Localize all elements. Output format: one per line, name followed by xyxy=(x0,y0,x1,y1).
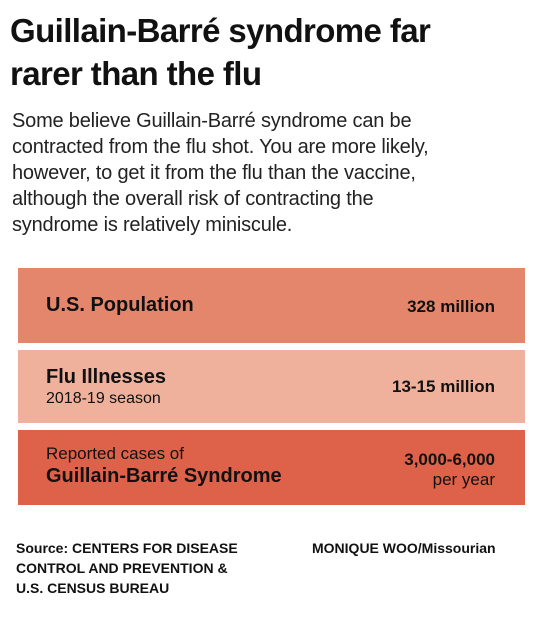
row-box: Reported cases of Guillain-Barré Syndrom… xyxy=(18,430,525,505)
title-line: rarer than the flu xyxy=(10,55,262,92)
row-value-sub: per year xyxy=(432,470,495,489)
subtitle-line: although the overall risk of contracting… xyxy=(12,188,374,210)
subtitle-line: syndrome is relatively miniscule. xyxy=(12,214,293,236)
title-line: Guillain-Barré syndrome far xyxy=(10,12,431,49)
row-box: U.S. Population 328 million xyxy=(18,268,525,343)
row-label: Guillain-Barré Syndrome xyxy=(46,465,282,487)
credit: MONIQUE WOO/Missourian xyxy=(312,540,496,556)
row-label: U.S. Population xyxy=(46,294,194,316)
subtitle-line: contracted from the flu shot. You are mo… xyxy=(12,136,429,158)
source-line: U.S. CENSUS BUREAU xyxy=(16,580,170,596)
subtitle-line: however, to get it from the flu than the… xyxy=(12,162,416,184)
row-label: Flu Illnesses xyxy=(46,366,167,388)
row-prelabel: Reported cases of xyxy=(46,444,184,463)
row-sublabel: 2018-19 season xyxy=(46,390,161,407)
source-line: Source: CENTERS FOR DISEASE xyxy=(16,540,238,556)
subtitle-line: Some believe Guillain-Barré syndrome can… xyxy=(12,110,412,132)
row-value: 3,000-6,000 xyxy=(404,450,495,469)
row-value: 328 million xyxy=(407,297,495,316)
source-line: CONTROL AND PREVENTION & xyxy=(16,560,228,576)
row-box: Flu Illnesses 2018-19 season 13-15 milli… xyxy=(18,350,525,423)
row-value: 13-15 million xyxy=(392,377,495,396)
